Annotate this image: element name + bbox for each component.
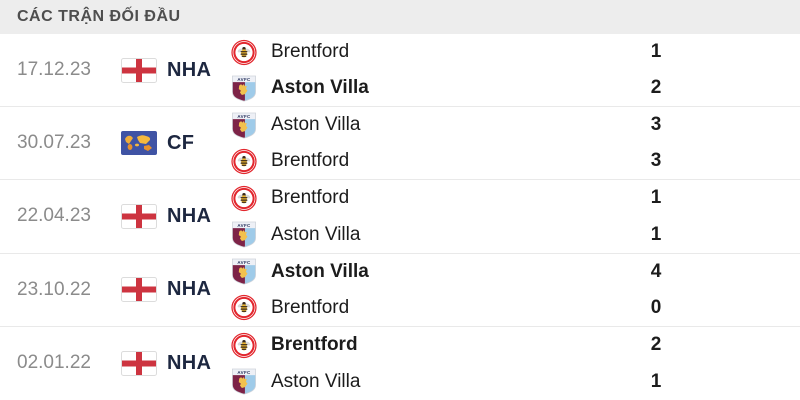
team-score: 2	[650, 77, 662, 99]
section-title: CÁC TRẬN ĐỐI ĐẦU	[17, 8, 181, 25]
team-line: Brentford 1	[231, 34, 800, 70]
match-date: 30.07.23	[17, 132, 91, 154]
competition-label: NHA	[167, 351, 212, 374]
team-score: 1	[650, 370, 662, 392]
team-name: Brentford	[271, 41, 350, 63]
match-row[interactable]: 02.01.22 NHA Brentford 2 Aston Villa 1	[0, 327, 800, 400]
teams-block: Aston Villa 4 Brentford 0	[231, 254, 800, 326]
aston-villa-logo-icon	[231, 368, 257, 395]
brentford-logo-icon	[231, 39, 257, 66]
team-name: Brentford	[271, 150, 350, 172]
team-name: Brentford	[271, 334, 358, 356]
team-score: 3	[650, 150, 662, 172]
team-score: 1	[650, 223, 662, 245]
competition-label: NHA	[167, 204, 212, 227]
team-line: Brentford 0	[231, 290, 800, 326]
team-score: 0	[650, 296, 662, 318]
team-name: Aston Villa	[271, 114, 361, 136]
team-line: Brentford 1	[231, 180, 800, 216]
team-name: Aston Villa	[271, 77, 369, 99]
england-flag-icon	[121, 277, 157, 302]
match-row[interactable]: 22.04.23 NHA Brentford 1 Aston Villa 1	[0, 180, 800, 254]
match-row[interactable]: 23.10.22 NHA Aston Villa 4 Brentford 0	[0, 254, 800, 327]
england-flag-icon	[121, 351, 157, 376]
match-date: 17.12.23	[17, 59, 91, 81]
competition-label: CF	[167, 131, 195, 154]
team-line: Aston Villa 2	[231, 70, 800, 106]
team-score: 3	[650, 114, 662, 136]
brentford-logo-icon	[231, 294, 257, 321]
match-row[interactable]: 30.07.23 CF Aston Villa 3 Brentford 3	[0, 107, 800, 181]
section-header: CÁC TRẬN ĐỐI ĐẦU	[0, 0, 800, 34]
team-name: Brentford	[271, 187, 350, 209]
team-score: 1	[650, 187, 662, 209]
brentford-logo-icon	[231, 148, 257, 175]
brentford-logo-icon	[231, 332, 257, 359]
team-score: 4	[650, 260, 662, 282]
team-line: Aston Villa 1	[231, 216, 800, 252]
team-name: Aston Villa	[271, 260, 369, 282]
team-line: Aston Villa 1	[231, 363, 800, 400]
team-name: Aston Villa	[271, 223, 361, 245]
aston-villa-logo-icon	[231, 258, 257, 285]
match-list: 17.12.23 NHA Brentford 1 Aston Villa 2	[0, 34, 800, 400]
team-line: Aston Villa 4	[231, 254, 800, 290]
match-date: 02.01.22	[17, 352, 91, 374]
competition-badge: NHA	[121, 204, 231, 229]
aston-villa-logo-icon	[231, 112, 257, 139]
team-line: Brentford 3	[231, 143, 800, 179]
aston-villa-logo-icon	[231, 75, 257, 102]
competition-badge: NHA	[121, 58, 231, 83]
match-date: 23.10.22	[17, 278, 91, 300]
england-flag-icon	[121, 204, 157, 229]
teams-block: Aston Villa 3 Brentford 3	[231, 107, 800, 179]
england-flag-icon	[121, 58, 157, 83]
team-line: Brentford 2	[231, 327, 800, 364]
competition-label: NHA	[167, 58, 212, 81]
match-date: 22.04.23	[17, 205, 91, 227]
team-name: Brentford	[271, 296, 350, 318]
competition-badge: NHA	[121, 277, 231, 302]
world-map-flag-icon	[121, 131, 157, 155]
teams-block: Brentford 1 Aston Villa 2	[231, 34, 800, 106]
team-score: 1	[650, 41, 662, 63]
aston-villa-logo-icon	[231, 221, 257, 248]
team-line: Aston Villa 3	[231, 107, 800, 143]
teams-block: Brentford 1 Aston Villa 1	[231, 180, 800, 252]
competition-badge: NHA	[121, 351, 231, 376]
match-row[interactable]: 17.12.23 NHA Brentford 1 Aston Villa 2	[0, 34, 800, 108]
team-name: Aston Villa	[271, 370, 361, 392]
teams-block: Brentford 2 Aston Villa 1	[231, 327, 800, 400]
brentford-logo-icon	[231, 185, 257, 212]
team-score: 2	[650, 334, 662, 356]
competition-label: NHA	[167, 278, 212, 301]
competition-badge: CF	[121, 131, 231, 155]
